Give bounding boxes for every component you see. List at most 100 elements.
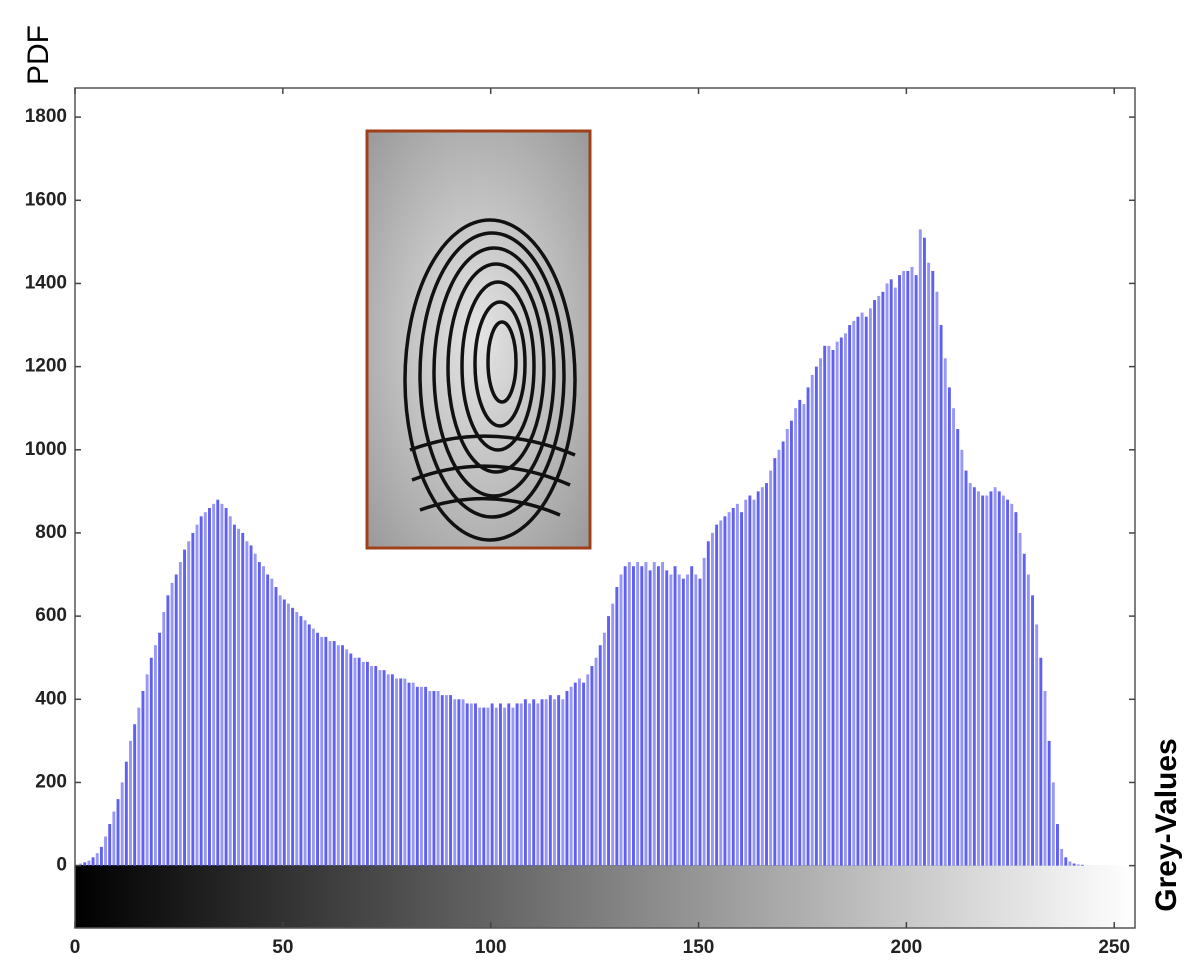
bar — [474, 703, 477, 866]
bar — [690, 566, 694, 866]
bar — [548, 695, 552, 866]
bar — [756, 491, 760, 866]
bar — [232, 524, 236, 866]
bar — [740, 512, 744, 866]
bar — [711, 532, 714, 866]
bar — [947, 387, 951, 866]
bar — [224, 508, 228, 866]
bar — [769, 470, 773, 866]
bar — [116, 799, 120, 866]
bar — [661, 562, 665, 866]
bar — [1031, 595, 1034, 866]
bar — [873, 300, 877, 866]
bar — [1006, 499, 1010, 866]
bar — [311, 628, 315, 866]
bar — [282, 599, 286, 866]
bar — [993, 487, 997, 866]
bar — [1076, 864, 1080, 866]
bar — [494, 707, 498, 866]
bar — [291, 607, 295, 866]
bar — [228, 516, 232, 866]
bar — [777, 449, 781, 866]
bar — [120, 782, 124, 866]
bar — [1001, 495, 1005, 866]
bar — [785, 428, 789, 866]
bar — [353, 657, 357, 866]
bar — [540, 699, 544, 866]
bar — [819, 358, 822, 866]
bar — [927, 262, 931, 866]
bar — [133, 724, 137, 866]
bar — [1080, 864, 1084, 866]
bar — [307, 624, 311, 866]
bar — [216, 499, 220, 866]
bar — [698, 578, 702, 866]
bar — [810, 374, 814, 866]
bar — [1056, 824, 1059, 866]
bar — [328, 641, 332, 866]
bar — [802, 404, 806, 866]
bar — [523, 699, 527, 866]
bar — [424, 686, 428, 866]
bar — [544, 699, 548, 866]
bar — [968, 483, 972, 866]
bar — [407, 682, 411, 866]
bar — [694, 574, 698, 866]
bar — [153, 645, 157, 866]
bar — [432, 690, 436, 866]
bar — [773, 458, 777, 866]
bar — [619, 574, 623, 866]
bar — [266, 574, 270, 866]
bar — [864, 316, 868, 866]
bar — [203, 512, 207, 866]
bar — [823, 345, 827, 866]
x-tick-label: 50 — [272, 937, 293, 958]
bar — [972, 487, 976, 866]
bar — [586, 674, 590, 866]
bar — [939, 325, 943, 866]
bar — [257, 562, 261, 866]
bar — [598, 645, 602, 866]
y-tick-label: 1600 — [25, 189, 67, 210]
bar — [129, 740, 132, 866]
bar — [174, 574, 178, 866]
bar — [124, 761, 128, 866]
bar — [760, 487, 764, 866]
y-tick-label: 800 — [35, 522, 67, 543]
bar — [237, 528, 241, 866]
bar — [964, 470, 968, 866]
y-tick-label: 1000 — [25, 439, 67, 460]
bar — [357, 657, 361, 866]
bar — [615, 587, 619, 866]
bar — [590, 666, 594, 866]
bar — [669, 574, 673, 866]
bar — [814, 366, 818, 866]
bar — [486, 707, 490, 866]
bar — [95, 853, 99, 866]
bar — [365, 661, 369, 866]
bar — [191, 532, 195, 866]
bar — [1026, 574, 1030, 866]
bar — [798, 399, 802, 866]
bar — [411, 682, 415, 866]
bar — [528, 703, 532, 866]
bar — [727, 512, 731, 866]
bar — [573, 682, 577, 866]
grey-colorbar — [75, 865, 1135, 928]
bar — [989, 491, 993, 866]
bar — [262, 566, 265, 866]
bar — [145, 674, 149, 866]
bar — [868, 308, 872, 866]
y-tick-label: 1800 — [25, 106, 67, 127]
bar — [835, 341, 839, 866]
bar — [158, 632, 162, 866]
fingerprint-inset — [365, 129, 592, 550]
bar — [99, 846, 103, 866]
bar — [748, 495, 752, 866]
bar — [632, 566, 635, 866]
bar — [320, 636, 324, 866]
bar — [856, 316, 860, 866]
y-tick-label: 600 — [35, 605, 67, 626]
bar — [345, 649, 349, 866]
bar — [781, 441, 785, 866]
